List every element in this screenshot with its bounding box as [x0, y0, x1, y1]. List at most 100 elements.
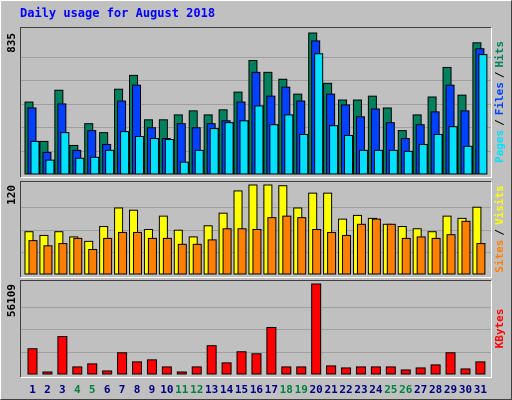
x-tick-label: 22	[339, 383, 352, 396]
legend: KBytes	[493, 309, 506, 349]
bar	[164, 139, 174, 175]
bar	[224, 122, 234, 175]
x-tick-label: 16	[250, 383, 264, 396]
legend-entry: Files	[493, 82, 506, 115]
bar	[356, 223, 366, 275]
bar	[161, 366, 172, 375]
bar	[314, 53, 324, 175]
bar	[418, 143, 428, 175]
bar	[446, 234, 456, 275]
bar	[28, 240, 38, 275]
x-tick-label: 24	[369, 383, 383, 396]
x-tick-label: 30	[459, 383, 472, 396]
bar	[344, 134, 354, 175]
bar	[400, 369, 411, 375]
bar	[207, 239, 217, 275]
x-tick-label: 28	[429, 383, 442, 396]
bar	[88, 249, 98, 275]
bar	[475, 361, 486, 375]
bar	[206, 345, 217, 375]
bar	[194, 149, 204, 175]
bar	[460, 368, 471, 375]
x-tick-label: 1	[29, 383, 36, 396]
bar	[476, 243, 486, 275]
bar	[431, 237, 441, 275]
x-tick-label: 17	[265, 383, 278, 396]
bar	[415, 367, 426, 375]
plot-border-dark	[20, 181, 492, 278]
bar	[133, 231, 143, 275]
chart-title: Daily usage for August 2018	[20, 6, 215, 20]
bar	[355, 366, 366, 375]
bar	[403, 150, 413, 175]
y-tick-label: 120	[5, 185, 18, 205]
bar	[42, 371, 53, 375]
bar	[149, 138, 159, 175]
bar	[135, 136, 145, 175]
bar	[445, 352, 456, 375]
bar	[329, 125, 339, 175]
x-tick-label: 3	[59, 383, 66, 396]
bar	[281, 366, 292, 375]
bar	[416, 236, 426, 275]
bar	[179, 161, 189, 175]
bar	[45, 159, 55, 175]
legend-entry: Pages	[493, 130, 506, 163]
y-tick-label: 56109	[5, 284, 18, 317]
bar	[177, 243, 187, 275]
x-tick-label: 4	[74, 383, 81, 396]
x-tick-label: 5	[89, 383, 96, 396]
bar	[209, 128, 219, 175]
x-tick-label: 8	[134, 383, 141, 396]
bar	[192, 243, 202, 275]
bar	[267, 217, 277, 275]
x-tick-label: 27	[414, 383, 427, 396]
x-tick-label: 25	[384, 383, 397, 396]
bar	[72, 366, 83, 375]
bar	[90, 156, 100, 175]
bar	[448, 126, 458, 175]
x-tick-label: 15	[235, 383, 248, 396]
bar	[118, 231, 128, 275]
bar	[236, 351, 247, 375]
bar	[254, 105, 264, 175]
bar	[251, 353, 262, 375]
bar	[478, 54, 488, 175]
bar	[386, 223, 396, 275]
bar	[75, 157, 85, 175]
plot-border-dark	[20, 27, 492, 178]
bar	[222, 228, 232, 275]
bar	[282, 215, 292, 275]
x-tick-label: 29	[444, 383, 457, 396]
bar	[102, 370, 113, 375]
bar	[433, 133, 443, 175]
x-tick-label: 13	[205, 383, 218, 396]
bar	[146, 359, 157, 375]
bar	[266, 326, 277, 375]
bar	[60, 132, 70, 175]
bar	[341, 367, 352, 375]
plot-border-light	[20, 27, 492, 178]
bar	[358, 149, 368, 175]
x-tick-label: 10	[160, 383, 173, 396]
legend: Sites / Visits	[493, 185, 506, 273]
bar	[57, 336, 68, 375]
x-tick-label: 9	[149, 383, 156, 396]
legend-entry: Hits	[493, 41, 506, 68]
bar	[27, 348, 38, 375]
bar	[342, 234, 352, 275]
bar	[58, 243, 68, 275]
bar	[73, 237, 83, 275]
x-tick-label: 21	[324, 383, 338, 396]
legend-separator: /	[493, 119, 506, 126]
x-tick-label: 23	[354, 383, 367, 396]
bar	[401, 237, 411, 275]
bar	[284, 114, 294, 175]
bar	[373, 149, 383, 175]
bar	[252, 229, 262, 275]
bar	[221, 362, 232, 375]
plot-border-dark	[20, 280, 492, 378]
bar	[162, 237, 172, 275]
x-tick-label: 6	[104, 383, 111, 396]
